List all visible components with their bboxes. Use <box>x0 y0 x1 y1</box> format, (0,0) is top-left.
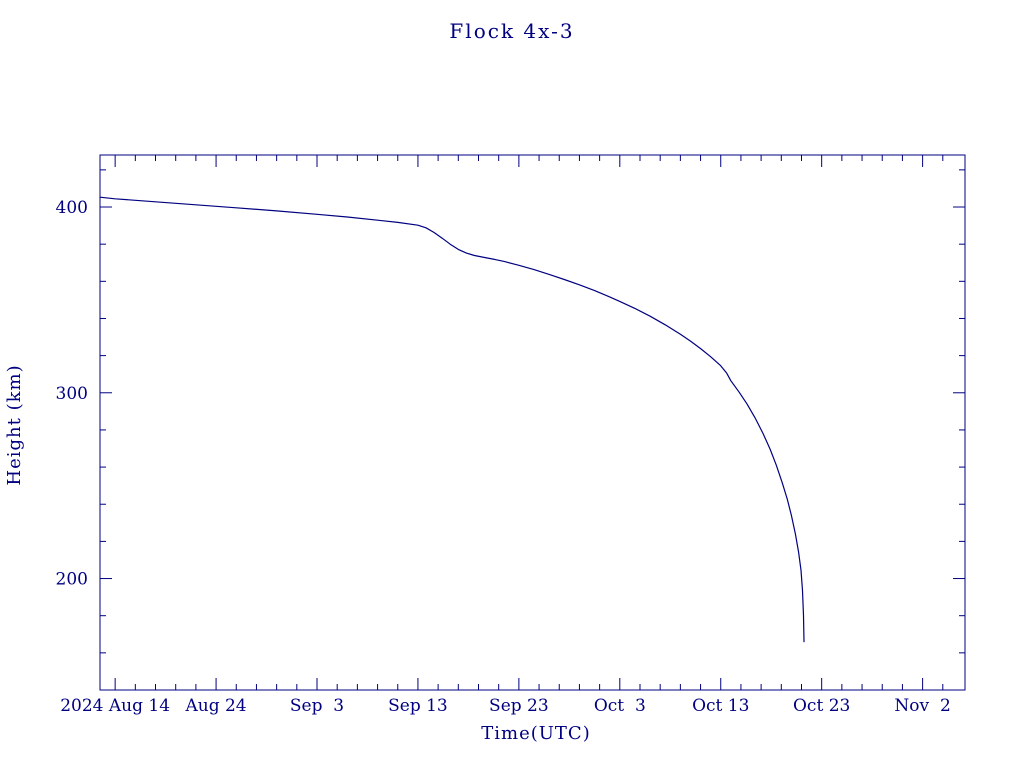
x-tick-label: Sep 23 <box>489 696 549 716</box>
x-tick-label: Oct 13 <box>692 696 749 716</box>
x-axis-label: Time(UTC) <box>481 723 590 744</box>
x-tick-label: Oct 23 <box>793 696 850 716</box>
y-tick-label: 400 <box>56 198 88 218</box>
y-tick-label: 300 <box>56 384 88 404</box>
x-tick-label: Nov 2 <box>894 696 950 716</box>
data-line <box>99 196 805 643</box>
x-tick-label: Sep 3 <box>290 696 344 716</box>
x-tick-label: Oct 3 <box>594 696 646 716</box>
chart-title: Flock 4x-3 <box>449 19 574 43</box>
x-tick-label: Sep 13 <box>388 696 448 716</box>
x-tick-label: 2024 Aug 14 <box>60 696 170 716</box>
y-axis-label: Height (km) <box>4 364 25 485</box>
plot-border <box>99 154 966 691</box>
plot-area: 2024 Aug 14 Aug 24 Sep 3 Sep 13 Sep 23 Oct 3 O… <box>56 154 966 716</box>
x-tick-label: Aug 24 <box>184 696 246 716</box>
y-tick-label: 200 <box>56 570 88 590</box>
